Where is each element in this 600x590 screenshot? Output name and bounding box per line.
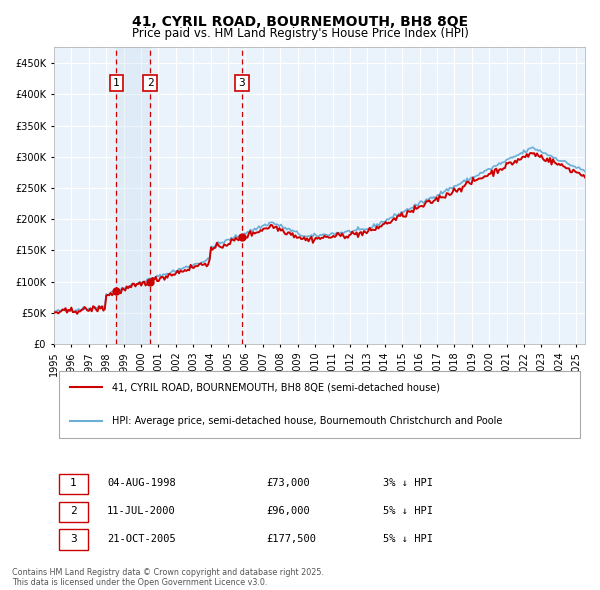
Text: 1: 1	[70, 478, 77, 488]
Text: 04-AUG-1998: 04-AUG-1998	[107, 478, 176, 488]
Text: 5% ↓ HPI: 5% ↓ HPI	[383, 506, 433, 516]
Text: 1: 1	[113, 78, 119, 88]
Text: Contains HM Land Registry data © Crown copyright and database right 2025.
This d: Contains HM Land Registry data © Crown c…	[12, 568, 324, 587]
Text: 5% ↓ HPI: 5% ↓ HPI	[383, 534, 433, 544]
Text: 11-JUL-2000: 11-JUL-2000	[107, 506, 176, 516]
Text: £73,000: £73,000	[266, 478, 310, 488]
Text: HPI: Average price, semi-detached house, Bournemouth Christchurch and Poole: HPI: Average price, semi-detached house,…	[112, 416, 503, 425]
FancyBboxPatch shape	[59, 529, 88, 550]
Text: £177,500: £177,500	[266, 534, 316, 544]
FancyBboxPatch shape	[59, 474, 88, 494]
Bar	[116, 47, 150, 344]
Text: 21-OCT-2005: 21-OCT-2005	[107, 534, 176, 544]
FancyBboxPatch shape	[59, 502, 88, 522]
FancyBboxPatch shape	[59, 371, 580, 438]
Text: 3% ↓ HPI: 3% ↓ HPI	[383, 478, 433, 488]
Text: 3: 3	[70, 534, 77, 544]
Text: 3: 3	[239, 78, 245, 88]
Text: 2: 2	[70, 506, 77, 516]
Text: Price paid vs. HM Land Registry's House Price Index (HPI): Price paid vs. HM Land Registry's House …	[131, 27, 469, 40]
Text: 2: 2	[147, 78, 154, 88]
Text: 41, CYRIL ROAD, BOURNEMOUTH, BH8 8QE (semi-detached house): 41, CYRIL ROAD, BOURNEMOUTH, BH8 8QE (se…	[112, 382, 440, 392]
Text: 41, CYRIL ROAD, BOURNEMOUTH, BH8 8QE: 41, CYRIL ROAD, BOURNEMOUTH, BH8 8QE	[132, 15, 468, 29]
Text: £96,000: £96,000	[266, 506, 310, 516]
